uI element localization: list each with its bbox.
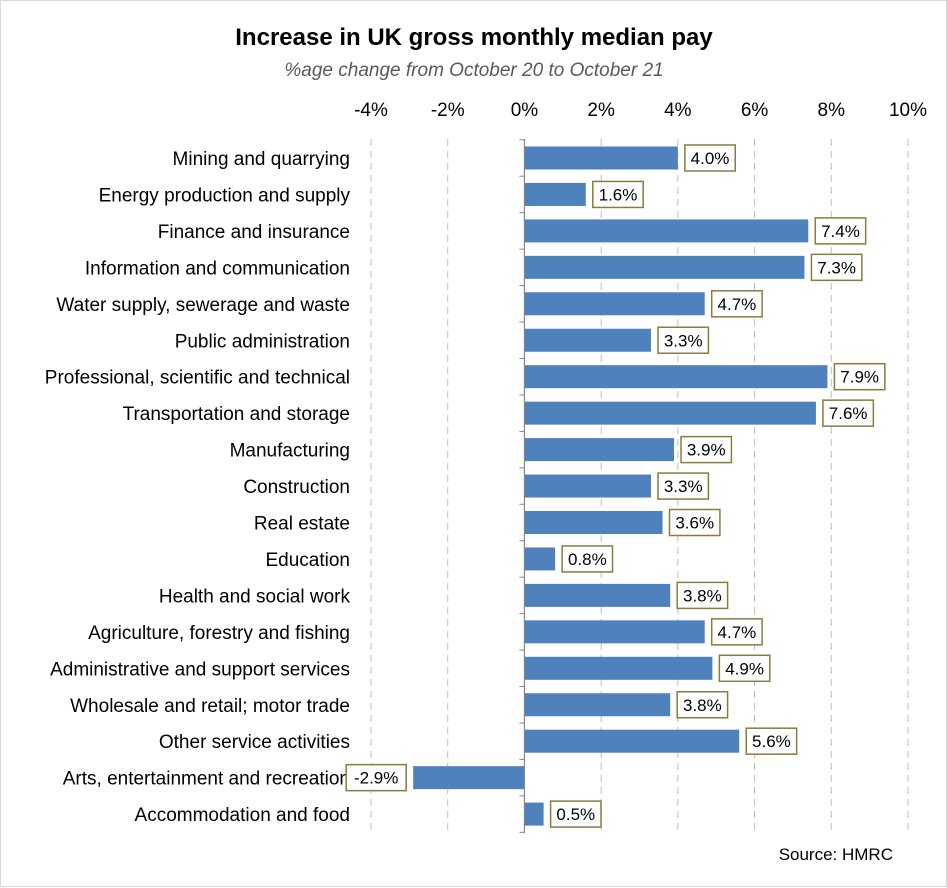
bar [524,802,544,826]
data-label: 3.3% [664,331,703,350]
x-axis-ticks: -4% -2% 0% 2% 4% 6% 8% 10% [354,100,927,121]
category-label: Health and social work [159,586,351,607]
bar [524,620,705,644]
data-label-box [657,326,710,354]
data-label-box [549,800,602,828]
x-tick-label: 8% [818,100,846,121]
data-label: 7.6% [829,404,868,423]
data-label: 5.6% [752,732,791,751]
category-label: Real estate [254,514,350,535]
data-label: 0.8% [568,550,607,569]
data-label-box [684,144,737,172]
bar [524,474,652,498]
bar [524,365,828,389]
bar [524,219,809,243]
data-label: 4.7% [718,295,757,314]
data-label-box [822,399,875,427]
bar [524,438,675,462]
x-tick-label: 4% [664,100,692,121]
bar [524,729,740,753]
data-label: 0.5% [556,805,595,824]
category-label: Water supply, sewerage and waste [56,295,350,316]
data-label: -2.9% [354,769,398,788]
chart-title: Increase in UK gross monthly median pay [235,24,713,51]
bar [413,766,525,790]
category-label: Other service activities [159,732,350,753]
data-label: 3.8% [683,696,722,715]
bar [524,292,705,316]
data-label-box [710,618,763,646]
data-label-box [810,253,863,282]
x-tick-label: 0% [511,100,539,121]
category-label: Information and communication [85,258,350,279]
bar [524,182,586,206]
data-label: 4.9% [725,659,764,678]
data-label: 1.6% [599,185,638,204]
bar [524,693,671,717]
category-label: Education [265,550,350,571]
source-note: Source: HMRC [779,845,893,864]
data-label-box [680,435,733,464]
data-label: 3.9% [687,441,726,460]
data-label: 7.3% [817,258,856,277]
data-label: 3.3% [664,477,703,496]
bar [524,255,805,279]
data-label: 3.8% [683,586,722,605]
data-label-box [561,545,614,573]
data-label: 7.4% [821,222,860,241]
bar [524,401,816,425]
x-tick-label: -2% [431,100,465,121]
data-label: 3.6% [675,514,714,533]
x-tick-label: 6% [741,100,769,121]
bar [524,656,713,680]
category-label: Transportation and storage [123,404,350,425]
data-label-box [657,472,710,500]
data-labels: 4.0% 1.6% 7.4% 7.3% 4.7% 3.3% 7.9% 7.6% 3.9% 3.3%… [345,144,886,828]
chart-subtitle: %age change from October 20 to October 2… [284,60,663,81]
data-label-box [814,217,867,245]
x-tick-label: 10% [889,100,927,121]
data-label-box [745,727,798,755]
x-tick-label: 2% [587,100,615,121]
bars [413,146,828,826]
data-label-box [676,691,729,719]
category-label: Professional, scientific and technical [45,368,350,389]
bar [524,146,678,170]
category-label: Construction [243,477,350,498]
x-tick-label: -4% [354,100,388,121]
category-label: Manufacturing [230,441,350,462]
category-label: Public administration [175,331,350,352]
data-label-box [833,362,886,391]
data-label-box [592,180,644,209]
data-label-box [676,581,729,610]
category-label: Arts, entertainment and recreation [63,769,350,790]
category-label: Finance and insurance [158,222,350,243]
data-label-box [668,508,721,537]
data-label: 4.0% [691,149,730,168]
zero-axis [519,139,526,833]
bar [524,511,663,534]
category-label: Energy production and supply [99,185,351,206]
data-label: 4.7% [718,623,757,642]
category-label: Wholesale and retail; motor trade [70,696,350,717]
category-labels: Mining and quarrying Energy production an… [45,149,351,826]
category-label: Mining and quarrying [173,149,350,170]
bar [524,328,652,352]
data-label: 7.9% [840,368,879,387]
bar [524,547,556,571]
bar [524,583,671,607]
data-label-box [345,763,407,792]
category-label: Administrative and support services [50,659,350,680]
category-label: Accommodation and food [135,805,350,826]
data-label-box [710,290,763,318]
category-label: Agriculture, forestry and fishing [88,623,350,644]
data-label-box [718,654,771,683]
